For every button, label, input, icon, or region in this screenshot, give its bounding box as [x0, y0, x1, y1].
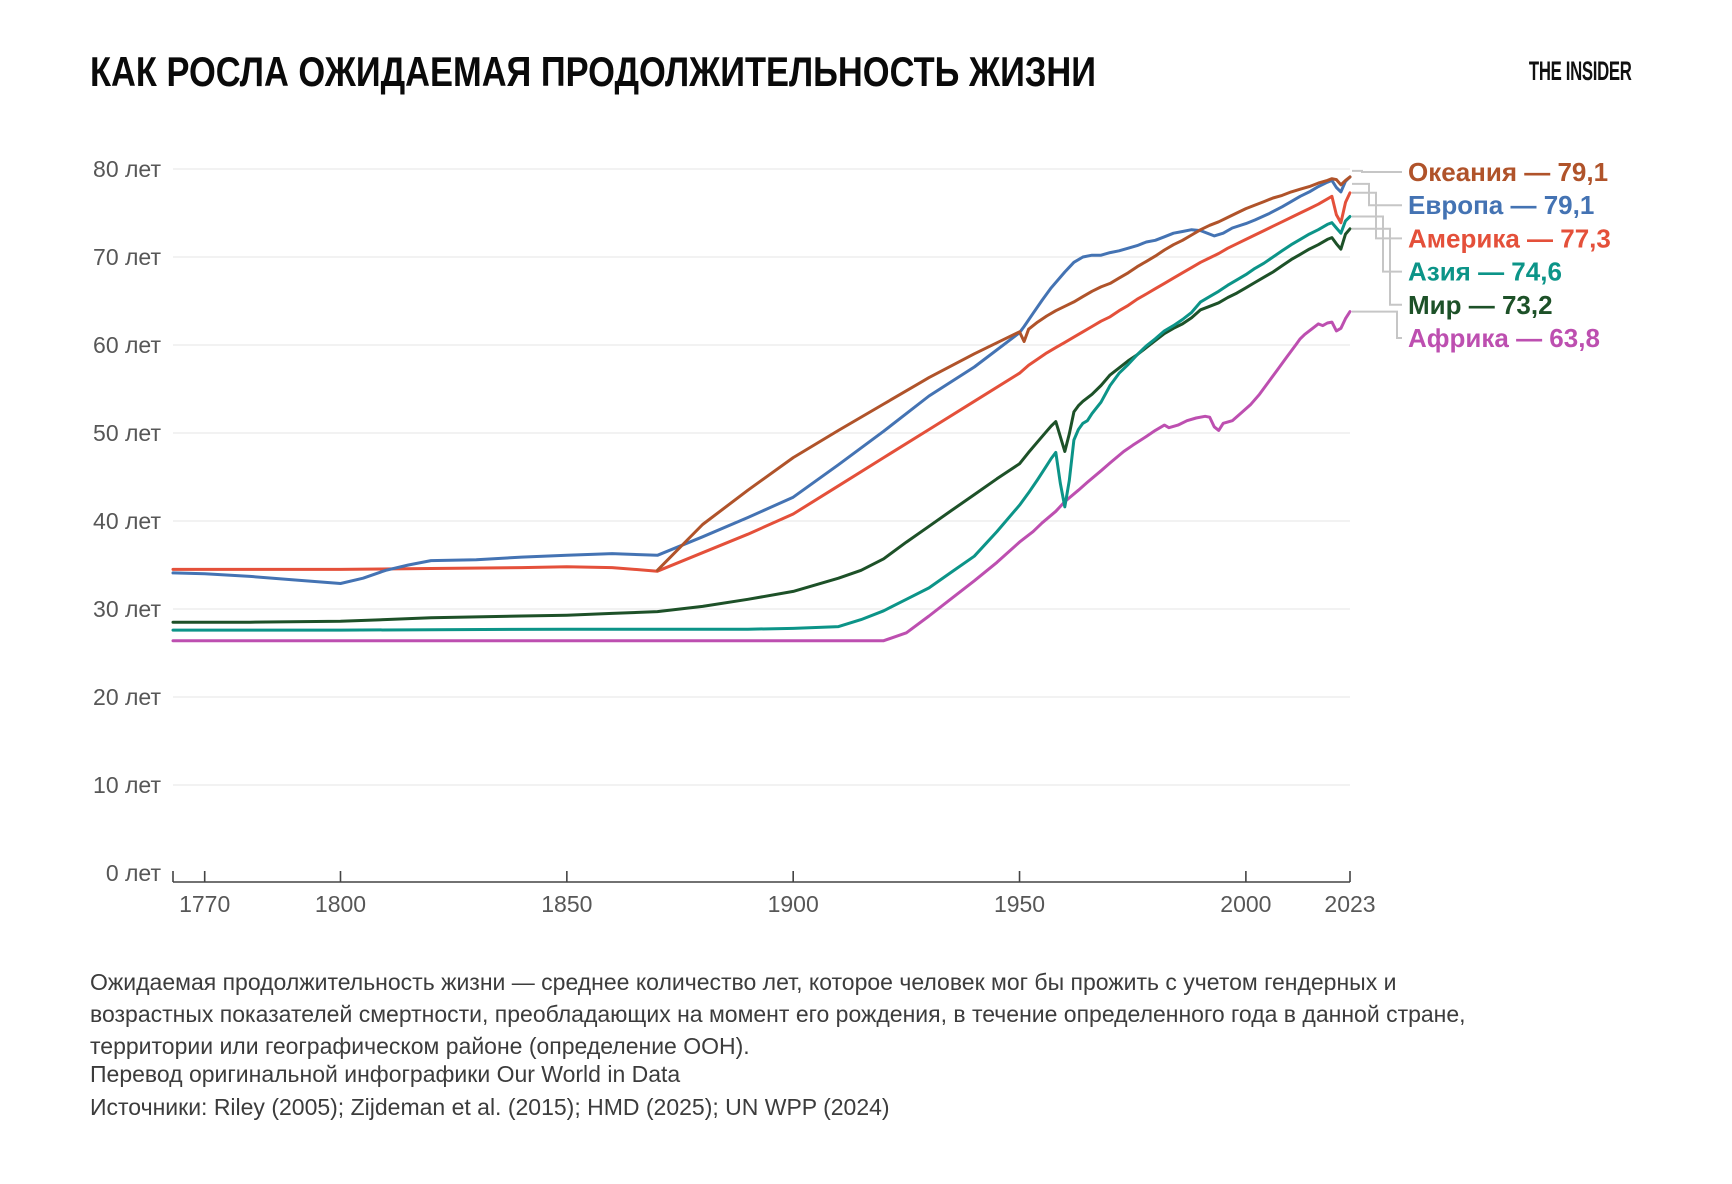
definition-text: Ожидаемая продолжительность жизни — сред…	[90, 969, 1466, 1060]
series-line-африка	[171, 310, 1352, 643]
legend-item-океания: Океания — 79,1	[1408, 157, 1608, 187]
series-line-мир	[171, 227, 1352, 624]
y-axis-label: 30 лет	[93, 596, 161, 622]
x-axis-label: 1850	[541, 891, 592, 917]
series-line-европа	[171, 175, 1352, 585]
y-axis-label: 40 лет	[93, 508, 161, 534]
series-line-океания	[655, 175, 1352, 572]
page-title: КАК РОСЛА ОЖИДАЕМАЯ ПРОДОЛЖИТЕЛЬНОСТЬ ЖИ…	[90, 48, 1097, 95]
legend-item-африка: Африка — 63,8	[1408, 323, 1600, 353]
x-axis-label: 1800	[315, 891, 366, 917]
y-axis-label: 50 лет	[93, 420, 161, 446]
x-axis-label: 2023	[1324, 891, 1375, 917]
x-axis-label: 1770	[179, 891, 230, 917]
y-axis-label: 80 лет	[93, 156, 161, 182]
x-axis-label: 1900	[768, 891, 819, 917]
legend-connector	[1352, 215, 1402, 273]
life-expectancy-chart: 0 лет 10 лет 20 лет 30 лет 40 лет 50 лет 60 ле…	[93, 156, 1611, 917]
x-axis-label: 1950	[994, 891, 1045, 917]
y-axis-label: 0 лет	[106, 860, 162, 886]
legend-item-америка: Америка — 77,3	[1408, 223, 1611, 253]
insider-logo: THE INSIDER	[1529, 56, 1632, 86]
legend-connector	[1352, 182, 1402, 207]
sources-line: Источники: Riley (2005); Zijdeman et al.…	[90, 1093, 890, 1120]
y-axis-label: 70 лет	[93, 244, 161, 270]
legend-connector	[1352, 227, 1402, 306]
legend-connector	[1352, 169, 1402, 173]
series-line-америка	[171, 191, 1352, 573]
legend-item-европа: Европа — 79,1	[1408, 190, 1594, 220]
chart-area: 0 лет 10 лет 20 лет 30 лет 40 лет 50 лет 60 ле…	[0, 110, 1732, 930]
x-axis-label: 2000	[1220, 891, 1271, 917]
y-axis-label: 10 лет	[93, 772, 161, 798]
translation-note: Перевод оригинальной инфографики Our Wor…	[90, 1061, 681, 1087]
y-axis-label: 60 лет	[93, 332, 161, 358]
series-line-азия	[171, 215, 1352, 632]
legend-item-мир: Мир — 73,2	[1408, 290, 1553, 320]
credits-block: Перевод оригинальной инфографики Our Wor…	[90, 1058, 1476, 1123]
legend-connector	[1352, 310, 1402, 339]
legend-item-азия: Азия — 74,6	[1408, 257, 1562, 287]
y-axis-label: 20 лет	[93, 684, 161, 710]
